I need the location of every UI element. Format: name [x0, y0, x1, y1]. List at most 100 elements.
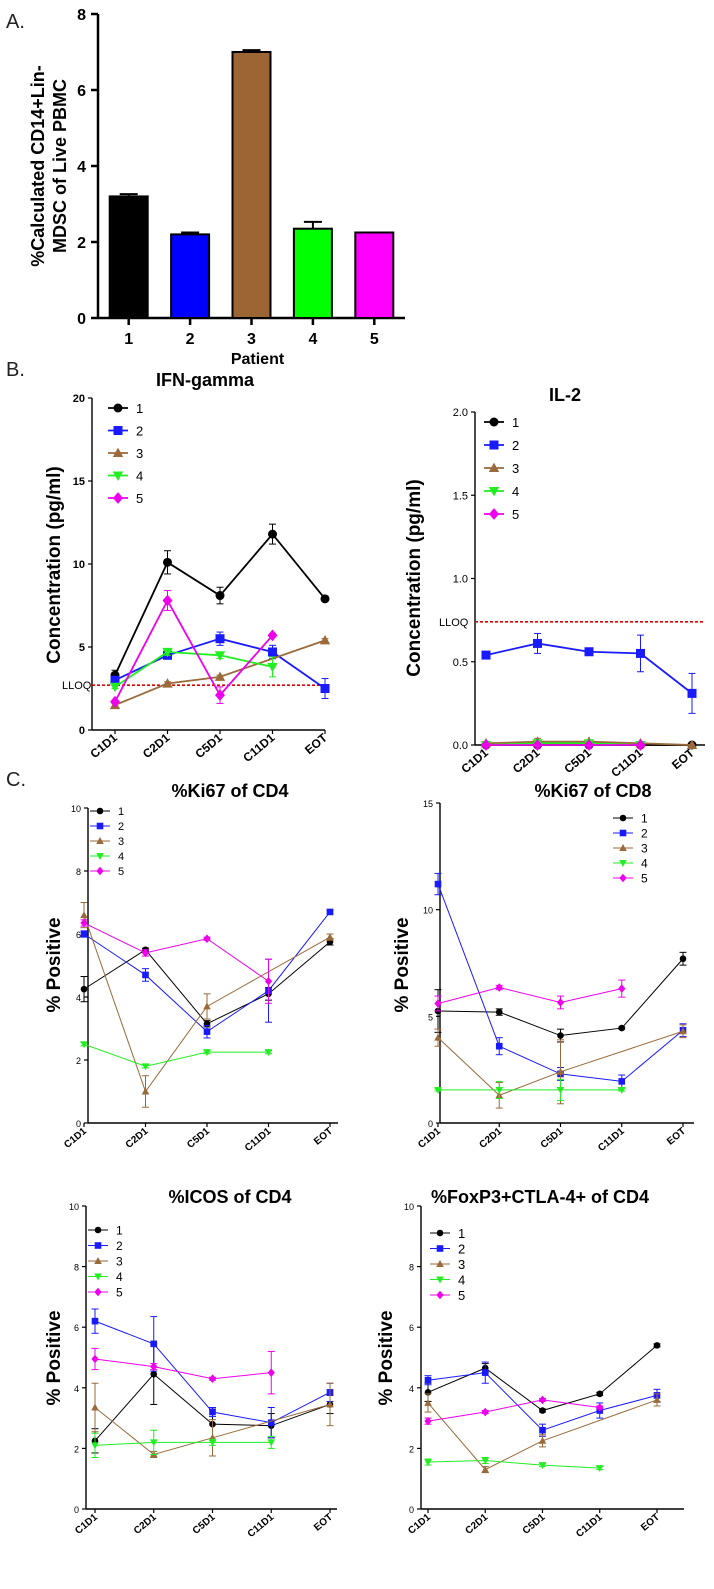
legend-marker — [619, 844, 627, 851]
data-point — [495, 1042, 503, 1050]
data-point — [617, 1086, 626, 1094]
data-point — [91, 1442, 99, 1450]
data-point — [91, 1354, 99, 1364]
x-tick-label: 5 — [370, 331, 379, 348]
data-point — [208, 1374, 217, 1383]
legend-entry: 4 — [613, 857, 648, 871]
data-point — [141, 1087, 150, 1095]
legend-label: 3 — [458, 1257, 465, 1272]
data-point — [434, 999, 442, 1008]
legend-marker — [619, 860, 627, 867]
series-line — [94, 1358, 272, 1380]
data-point — [268, 647, 277, 657]
y-tick-label: 0 — [77, 311, 86, 328]
data-point — [214, 651, 226, 661]
series-line — [437, 987, 622, 1005]
chart-title: %Ki67 of CD4 — [171, 781, 288, 801]
legend-marker — [112, 447, 124, 458]
legend-entry: 3 — [108, 446, 143, 461]
data-point — [209, 1408, 216, 1416]
legend-label: 2 — [512, 438, 519, 453]
data-point — [653, 1395, 661, 1403]
data-point — [162, 678, 173, 688]
series-line — [427, 1399, 658, 1471]
panel-label-c: C. — [6, 769, 26, 791]
series-4 — [424, 1456, 604, 1473]
legend-entry: 4 — [108, 468, 143, 483]
data-point — [538, 1436, 547, 1444]
chart-title: IL-2 — [549, 385, 581, 405]
series-line — [114, 651, 273, 688]
legend-label: 1 — [512, 415, 519, 430]
x-tick-label: C5D1 — [185, 1126, 212, 1151]
data-point — [481, 739, 491, 751]
y-tick-label: 4 — [74, 1384, 79, 1394]
x-tick-label: C5D1 — [521, 1512, 548, 1537]
data-point — [150, 1370, 158, 1378]
data-point — [481, 1369, 489, 1376]
legend-label: 4 — [116, 1270, 123, 1284]
chart-title: IFN-gamma — [156, 370, 255, 390]
x-tick-label: C11D1 — [240, 730, 277, 765]
series-line — [437, 1030, 684, 1096]
legend-entry: 1 — [430, 1226, 465, 1241]
legend-marker — [113, 492, 123, 504]
legend-entry: 1 — [90, 806, 124, 818]
data-point — [533, 638, 542, 648]
data-point — [618, 1078, 626, 1085]
data-point — [687, 688, 697, 698]
y-tick-label: 15 — [73, 476, 85, 488]
x-axis-label: Patient — [231, 351, 285, 368]
bar — [108, 195, 149, 319]
x-tick-label: C11D1 — [246, 1512, 277, 1540]
legend-marker — [94, 1257, 102, 1264]
legend-label: 5 — [116, 1286, 123, 1300]
y-tick-label: 6 — [76, 930, 81, 940]
y-tick-label: 20 — [73, 393, 85, 405]
legend-label: 4 — [512, 484, 519, 499]
bar — [170, 233, 211, 319]
data-point — [150, 1340, 158, 1348]
data-point — [214, 671, 226, 681]
legend-marker — [488, 486, 500, 497]
legend-marker — [436, 1245, 444, 1252]
data-point — [264, 1049, 273, 1057]
y-tick-label: 8 — [77, 7, 86, 24]
data-point — [208, 1439, 217, 1447]
data-point — [320, 594, 330, 604]
legend-marker — [113, 403, 123, 413]
series-5 — [91, 1347, 275, 1395]
legend-marker — [436, 1229, 444, 1237]
legend-entry: 4 — [88, 1270, 123, 1284]
y-tick-label: 5 — [79, 642, 85, 654]
legend-entry: 5 — [484, 507, 519, 522]
data-point — [267, 629, 278, 642]
data-point — [110, 675, 120, 685]
legend-marker — [96, 853, 104, 860]
series-3 — [434, 1024, 687, 1109]
bar — [292, 227, 333, 319]
y-tick-label: 2.0 — [453, 407, 468, 419]
x-tick-label: C11D1 — [596, 1126, 627, 1154]
data-point — [320, 684, 330, 693]
y-tick-label: 0 — [79, 725, 85, 737]
data-point — [556, 998, 565, 1007]
y-axis-label-line: MDSC of Live PBMC — [50, 79, 70, 253]
legend-marker — [96, 822, 104, 830]
series-5 — [434, 979, 626, 1012]
data-point — [618, 1024, 626, 1032]
x-tick-label: C2D1 — [464, 1512, 491, 1537]
legend-label: 1 — [641, 812, 648, 826]
legend-entry: 2 — [88, 1239, 123, 1253]
series-line — [114, 598, 274, 703]
legend-entry: 2 — [484, 438, 519, 453]
data-point — [539, 1426, 546, 1434]
x-tick-label: C5D1 — [191, 1512, 218, 1537]
x-tick-label: C11D1 — [243, 1126, 274, 1154]
series-5 — [481, 739, 646, 751]
legend-label: 2 — [116, 1239, 123, 1253]
y-tick-label: 1.5 — [453, 490, 468, 502]
data-point — [80, 918, 88, 928]
bar — [231, 51, 272, 319]
legend-marker — [436, 1290, 444, 1300]
